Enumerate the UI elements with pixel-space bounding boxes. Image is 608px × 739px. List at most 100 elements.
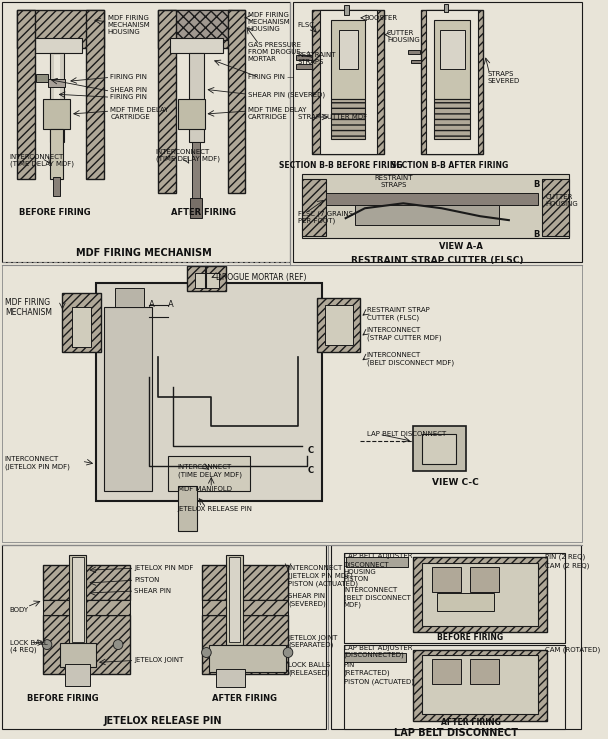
Bar xyxy=(434,99,471,139)
Bar xyxy=(423,655,537,714)
Text: C: C xyxy=(307,466,313,475)
Bar xyxy=(60,643,96,667)
Text: JETELOX RELEASE PIN: JETELOX RELEASE PIN xyxy=(104,716,223,726)
Bar xyxy=(195,273,219,287)
Bar xyxy=(339,30,358,69)
Bar xyxy=(471,568,499,592)
Bar xyxy=(471,659,499,684)
Bar xyxy=(50,52,64,142)
Bar xyxy=(43,565,130,600)
Bar xyxy=(29,38,81,52)
Bar xyxy=(413,426,466,471)
Text: RESTRAINT
STRAPS: RESTRAINT STRAPS xyxy=(298,52,336,64)
Bar xyxy=(344,644,565,729)
Text: MDF FIRING
MECHANISM
HOUSING: MDF FIRING MECHANISM HOUSING xyxy=(247,12,291,32)
Bar xyxy=(331,99,365,139)
Text: SHEAR PIN: SHEAR PIN xyxy=(111,87,148,93)
Text: STRAPS
SEVERED: STRAPS SEVERED xyxy=(488,72,520,84)
Bar xyxy=(202,600,288,615)
Bar xyxy=(408,50,420,53)
Bar xyxy=(29,560,144,704)
Bar xyxy=(2,2,290,262)
Bar xyxy=(48,79,65,87)
Bar xyxy=(96,282,322,501)
Text: CUTTER
HOUSING: CUTTER HOUSING xyxy=(545,194,578,208)
Bar xyxy=(178,486,197,531)
Text: JETELOX JOINT
(SEPARATED): JETELOX JOINT (SEPARATED) xyxy=(288,635,337,648)
Text: SECTION B-B BEFORE FIRING: SECTION B-B BEFORE FIRING xyxy=(279,160,402,170)
Bar xyxy=(17,10,35,179)
Bar xyxy=(54,55,60,139)
Text: INTERCONNECT
(TIME DELAY MDF): INTERCONNECT (TIME DELAY MDF) xyxy=(10,154,74,167)
Text: MDF FIRING
MECHANISM
HOUSING: MDF FIRING MECHANISM HOUSING xyxy=(108,15,150,35)
Text: CUTTER
HOUSING: CUTTER HOUSING xyxy=(387,30,420,43)
Text: AFTER FIRING: AFTER FIRING xyxy=(441,718,500,727)
Text: RESTRAINT STRAP CUTTER (FLSC): RESTRAINT STRAP CUTTER (FLSC) xyxy=(351,256,523,265)
Text: MDF FIRING
MECHANISM: MDF FIRING MECHANISM xyxy=(5,298,52,317)
Bar xyxy=(434,20,471,99)
Bar xyxy=(2,265,582,542)
Bar xyxy=(444,4,448,12)
Text: LAP BELT DISCONNECT: LAP BELT DISCONNECT xyxy=(367,432,446,437)
Text: PISTON: PISTON xyxy=(344,576,369,582)
Text: SECTION B-B AFTER FIRING: SECTION B-B AFTER FIRING xyxy=(391,160,508,170)
Bar xyxy=(104,307,152,491)
Bar xyxy=(202,565,288,600)
Bar xyxy=(331,20,365,99)
Circle shape xyxy=(283,647,293,658)
Bar xyxy=(325,305,353,345)
Bar xyxy=(293,2,582,262)
Text: DROGUE MORTAR (REF): DROGUE MORTAR (REF) xyxy=(216,273,306,282)
Bar xyxy=(317,298,360,352)
Bar xyxy=(53,177,60,197)
Bar xyxy=(189,52,204,142)
Text: BODY: BODY xyxy=(10,607,29,613)
Bar xyxy=(159,10,245,47)
Bar xyxy=(72,557,83,641)
Bar xyxy=(72,307,91,347)
Bar xyxy=(192,142,199,201)
Bar xyxy=(65,664,90,687)
Bar xyxy=(115,287,144,307)
Text: MDF TIME DELAY
CARTRIDGE: MDF TIME DELAY CARTRIDGE xyxy=(111,107,169,120)
Text: LOCK BALLS
(RELEASED): LOCK BALLS (RELEASED) xyxy=(288,662,330,676)
Text: A: A xyxy=(168,301,174,310)
Bar xyxy=(229,557,240,641)
Bar xyxy=(187,560,317,704)
Bar xyxy=(2,545,326,729)
Bar xyxy=(326,194,537,205)
Text: AFTER FIRING: AFTER FIRING xyxy=(171,208,236,217)
Text: VIEW C-C: VIEW C-C xyxy=(432,478,479,487)
Bar xyxy=(227,10,245,194)
Text: SHEAR PIN (SEVERED): SHEAR PIN (SEVERED) xyxy=(247,91,325,98)
Bar xyxy=(178,99,204,129)
Bar xyxy=(86,10,104,179)
Bar xyxy=(344,554,565,643)
Bar xyxy=(345,557,408,568)
Text: INTERCONNECT
(TIME DELAY MDF): INTERCONNECT (TIME DELAY MDF) xyxy=(156,149,219,163)
Text: INTERCONNECT
(STRAP CUTTER MDF): INTERCONNECT (STRAP CUTTER MDF) xyxy=(367,327,441,341)
Bar xyxy=(295,64,312,69)
Bar xyxy=(43,600,130,615)
Bar xyxy=(209,644,286,672)
Bar xyxy=(187,266,226,290)
Text: RESTRAINT STRAP
CUTTER (FLSC): RESTRAINT STRAP CUTTER (FLSC) xyxy=(367,307,429,321)
Bar xyxy=(159,10,176,194)
Text: FLSC (7 GRAINS
PER FOOT): FLSC (7 GRAINS PER FOOT) xyxy=(298,210,353,224)
Bar xyxy=(50,129,63,179)
Text: MDF TIME DELAY
CARTRIDGE: MDF TIME DELAY CARTRIDGE xyxy=(247,107,306,120)
Text: INTERCONNECT
(TIME DELAY MDF): INTERCONNECT (TIME DELAY MDF) xyxy=(178,464,241,477)
Text: PISTON (ACTUATED): PISTON (ACTUATED) xyxy=(288,580,358,587)
Text: GAS PRESSURE
FROM DROGUE
MORTAR: GAS PRESSURE FROM DROGUE MORTAR xyxy=(247,41,301,61)
Text: JETELOX JOINT: JETELOX JOINT xyxy=(134,658,184,664)
Text: STRAP CUTTER MDF: STRAP CUTTER MDF xyxy=(298,114,367,120)
Bar xyxy=(440,30,465,69)
Text: RESTRAINT
STRAPS: RESTRAINT STRAPS xyxy=(375,174,413,188)
Bar xyxy=(344,5,348,15)
Text: SHEAR PIN: SHEAR PIN xyxy=(134,588,171,594)
Text: INTERCONNECT
(JETELOX PIN MDF): INTERCONNECT (JETELOX PIN MDF) xyxy=(288,565,353,579)
Bar xyxy=(226,555,243,644)
Text: C: C xyxy=(307,446,313,455)
Text: B: B xyxy=(533,230,539,239)
Circle shape xyxy=(42,640,52,650)
